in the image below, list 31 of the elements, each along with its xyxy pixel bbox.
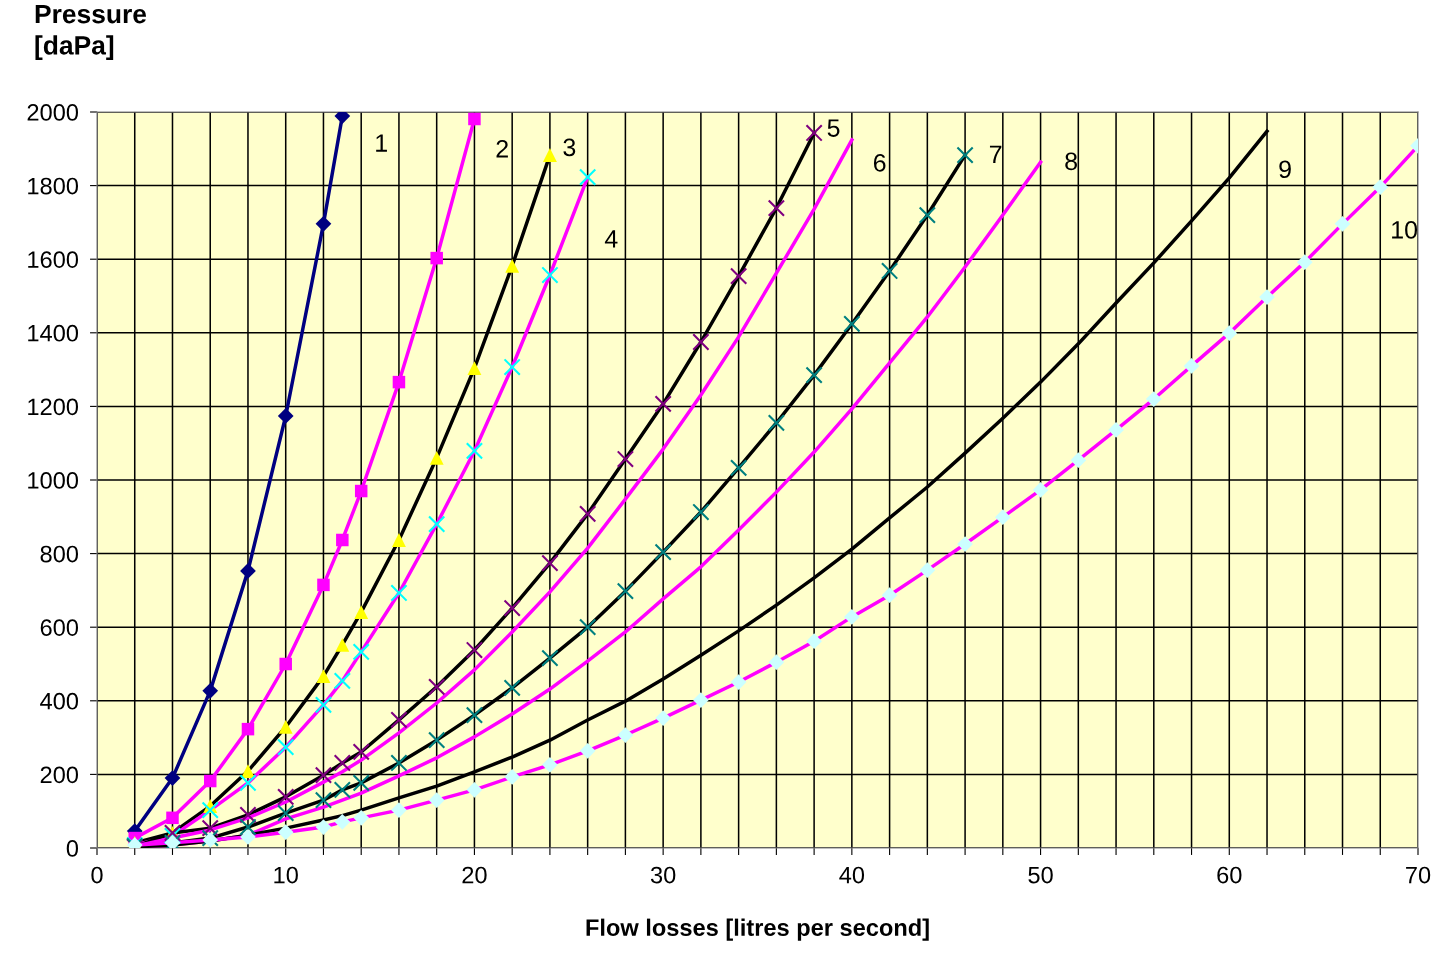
series-label: 8 [1065,152,1077,171]
series-label: 10 [1392,220,1418,239]
y-tick-label: 800 [40,545,79,563]
y-tick-label: 400 [40,692,79,710]
y-tick-label: 2000 [27,104,79,121]
series-label: 6 [873,153,886,172]
y-tick-label: 1400 [28,324,79,342]
y-tick-label: 1200 [28,398,79,416]
x-tick-label: 60 [1217,866,1242,884]
y-tick-label: 1000 [28,472,79,489]
x-tick-label: 20 [462,866,487,884]
x-tick-label: 30 [650,866,676,884]
series-label: 2 [496,139,508,158]
series-label: 3 [563,138,576,157]
y-axis-title: Pressure [daPa] [35,4,147,60]
y-tick-label: 1600 [28,251,79,268]
y-tick-label: 0 [66,840,79,857]
series-label: 1 [376,134,387,152]
x-tick-label: 10 [274,866,298,884]
y-tick-label: 600 [40,619,79,636]
x-tick-label: 40 [839,866,865,884]
x-tick-label: 70 [1406,866,1431,884]
series-label: 5 [827,119,840,137]
series-label: 9 [1279,160,1291,179]
y-tick-label: 200 [40,766,79,784]
x-axis-title: Flow losses [litres per second] [586,918,929,941]
y-tick-label: 1800 [28,177,79,195]
x-tick-label: 0 [91,866,103,884]
x-tick-label: 50 [1028,866,1053,884]
series-label: 4 [604,230,618,248]
series-label: 7 [989,145,1002,163]
